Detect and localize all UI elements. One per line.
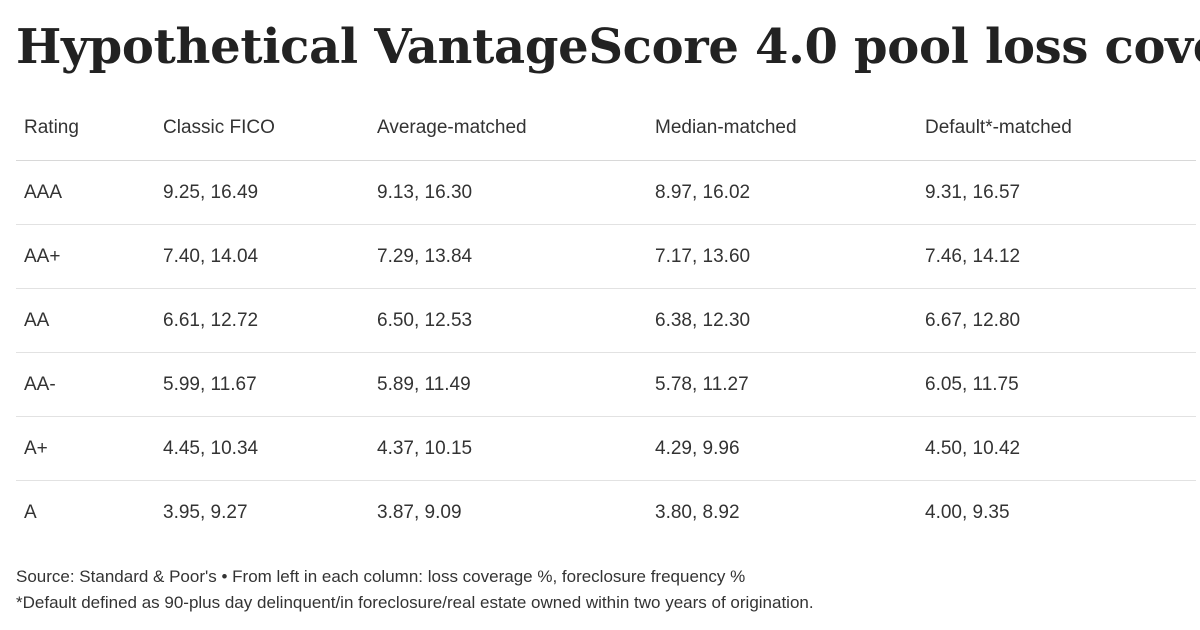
cell-median-matched: 8.97, 16.02: [647, 160, 917, 225]
cell-rating: AA+: [16, 224, 155, 289]
cell-classic-fico: 4.45, 10.34: [155, 416, 369, 481]
cell-rating: A+: [16, 416, 155, 481]
cell-default-matched: 6.05, 11.75: [917, 352, 1196, 417]
cell-average-matched: 5.89, 11.49: [369, 352, 647, 417]
table-body: AAA 9.25, 16.49 9.13, 16.30 8.97, 16.02 …: [16, 160, 1196, 545]
header-average-matched: Average-matched: [369, 96, 647, 161]
loss-coverage-table-container: Rating Classic FICO Average-matched Medi…: [16, 96, 1196, 544]
cell-average-matched: 6.50, 12.53: [369, 288, 647, 353]
cell-rating: A: [24, 501, 37, 523]
cell-rating: AA: [16, 288, 155, 353]
cell-rating: AA-: [16, 352, 155, 417]
loss-coverage-table: Rating Classic FICO Average-matched Medi…: [16, 96, 1196, 544]
table-header: Rating Classic FICO Average-matched Medi…: [16, 96, 1196, 161]
cell-rating: AAA: [16, 160, 155, 225]
cell-median-matched: 7.17, 13.60: [647, 224, 917, 289]
table-row: AAA 9.25, 16.49 9.13, 16.30 8.97, 16.02 …: [16, 160, 1196, 225]
cell-average-matched: 9.13, 16.30: [369, 160, 647, 225]
cell-default-matched: 9.31, 16.57: [917, 160, 1196, 225]
cell-default-matched: 7.46, 14.12: [917, 224, 1196, 289]
header-default-matched: Default*-matched: [917, 96, 1196, 161]
table-row: A+ 4.45, 10.34 4.37, 10.15 4.29, 9.96 4.…: [16, 416, 1196, 481]
header-rating: Rating: [16, 96, 155, 161]
table-row: AA+ 7.40, 14.04 7.29, 13.84 7.17, 13.60 …: [16, 224, 1196, 289]
cell-default-matched: 4.00, 9.35: [925, 501, 1010, 523]
cell-median-matched: 5.78, 11.27: [647, 352, 917, 417]
cell-default-matched: 4.50, 10.42: [917, 416, 1196, 481]
cell-classic-fico: 5.99, 11.67: [155, 352, 369, 417]
cell-median-matched: 3.80, 8.92: [655, 501, 740, 523]
page-title: Hypothetical VantageScore 4.0 pool loss …: [16, 19, 1200, 75]
header-row: Rating Classic FICO Average-matched Medi…: [16, 96, 1196, 161]
cell-median-matched: 6.38, 12.30: [647, 288, 917, 353]
default-footnote: *Default defined as 90-plus day delinque…: [16, 593, 814, 612]
table-row: AA- 5.99, 11.67 5.89, 11.49 5.78, 11.27 …: [16, 352, 1196, 417]
table-row: AA 6.61, 12.72 6.50, 12.53 6.38, 12.30 6…: [16, 288, 1196, 353]
cell-classic-fico: 6.61, 12.72: [155, 288, 369, 353]
cell-average-matched: 3.87, 9.09: [377, 501, 462, 523]
table-notes: Source: Standard & Poor's • From left in…: [16, 564, 814, 616]
header-classic-fico: Classic FICO: [155, 96, 369, 161]
cell-default-matched: 6.67, 12.80: [917, 288, 1196, 353]
cell-classic-fico: 3.95, 9.27: [163, 501, 248, 523]
header-median-matched: Median-matched: [647, 96, 917, 161]
cell-average-matched: 7.29, 13.84: [369, 224, 647, 289]
cell-median-matched: 4.29, 9.96: [647, 416, 917, 481]
cell-average-matched: 4.37, 10.15: [369, 416, 647, 481]
table-row: A 3.95, 9.27 3.87, 9.09 3.80, 8.92 4.00,…: [16, 481, 1196, 545]
source-note: Source: Standard & Poor's • From left in…: [16, 567, 746, 586]
cell-classic-fico: 7.40, 14.04: [155, 224, 369, 289]
cell-classic-fico: 9.25, 16.49: [155, 160, 369, 225]
